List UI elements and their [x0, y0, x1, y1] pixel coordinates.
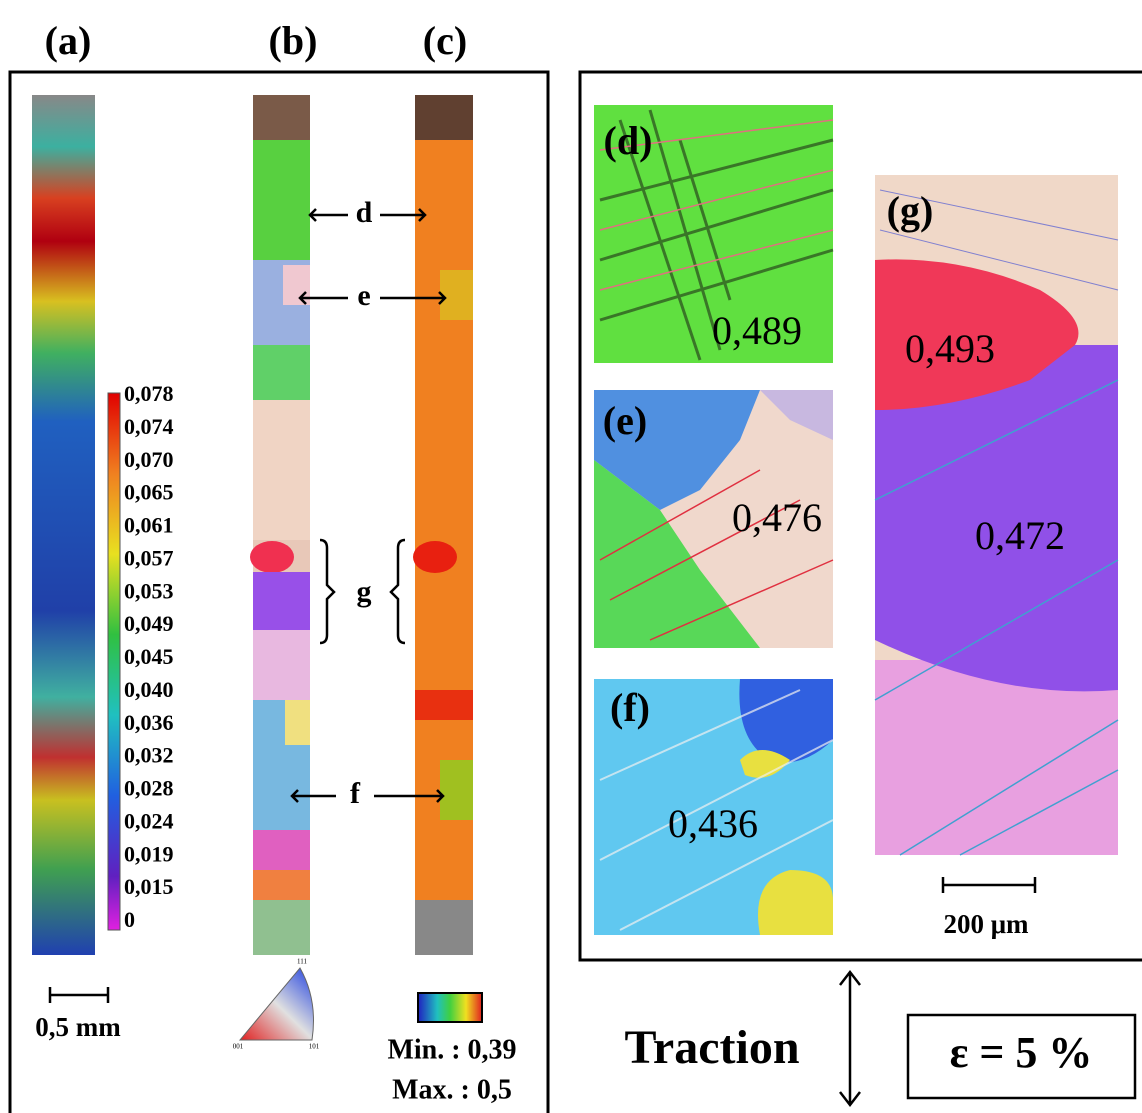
max-label: Max. : 0,5: [392, 1074, 512, 1105]
min-label: Min. : 0,39: [387, 1034, 516, 1065]
misorientation-map: [413, 95, 473, 955]
colorbar-tick-label: 0,032: [124, 743, 174, 768]
ipf-triangle: [238, 967, 314, 1041]
strain-label: ε = 5 %: [950, 1028, 1093, 1077]
inset-e: [594, 390, 834, 648]
inset-value: 0,436: [668, 801, 758, 846]
scale-label: 0,5 mm: [35, 1012, 121, 1042]
inset-label: (f): [610, 685, 650, 730]
loading-label: Traction: [624, 1021, 799, 1074]
colorbar-tick-label: 0,078: [124, 381, 174, 406]
colorbar-tick-label: 0,049: [124, 611, 174, 636]
colorbar-ticks: 0,078 0,074 0,070 0,065 0,061 0,057 0,053 0,049…: [124, 381, 174, 932]
colorbar: [107, 392, 121, 931]
ipf-map: [250, 95, 310, 955]
colorbar-tick-label: 0,065: [124, 480, 174, 505]
colorbar-tick-label: 0,074: [124, 414, 174, 439]
panel-label: (b): [269, 18, 318, 63]
panel-label: (a): [45, 18, 92, 63]
right-frame: [578, 70, 1142, 962]
inset-g: [874, 175, 1119, 856]
inset-value: 0,493: [905, 326, 995, 371]
scale-bar: [941, 877, 1037, 893]
misorientation-swatch: [417, 992, 483, 1023]
inset-label: (e): [603, 398, 647, 443]
marker-bracket: [319, 538, 406, 645]
inset-value: 0,472: [975, 513, 1065, 558]
inset-value: 0,489: [712, 308, 802, 353]
marker-arrow: [298, 291, 447, 305]
inset-label: (d): [604, 118, 653, 163]
colorbar-tick-label: 0,015: [124, 874, 174, 899]
marker-arrow: [290, 789, 445, 803]
scale-bar: [48, 987, 110, 1003]
load-arrow: [839, 969, 861, 1108]
inset-label: (g): [887, 188, 934, 233]
colorbar-tick-label: 0,019: [124, 841, 174, 866]
strain-map: [32, 95, 95, 955]
inset-f: [594, 679, 834, 935]
marker-arrow: [308, 208, 427, 222]
inset-d: [594, 105, 834, 363]
inset-value: 0,476: [732, 495, 822, 540]
panel-label: (c): [423, 18, 467, 63]
colorbar-tick-label: 0,057: [124, 545, 174, 570]
marker-label: f: [350, 777, 361, 810]
colorbar-tick-label: 0,045: [124, 644, 174, 669]
colorbar-tick-label: 0,070: [124, 447, 174, 472]
colorbar-tick-label: 0,053: [124, 578, 174, 603]
colorbar-tick-label: 0,040: [124, 677, 174, 702]
ipf-label: 101: [309, 1043, 320, 1051]
left-frame: [8, 70, 550, 1113]
scale-label: 200 μm: [943, 909, 1029, 939]
colorbar-tick-label: 0,024: [124, 808, 174, 833]
marker-label: g: [357, 575, 372, 608]
strain-box: [906, 1013, 1137, 1100]
colorbar-tick-label: 0,061: [124, 513, 174, 538]
ipf-label: 001: [233, 1043, 244, 1051]
marker-label: d: [356, 196, 373, 229]
colorbar-tick-label: 0,036: [124, 710, 174, 735]
colorbar-tick-label: 0,028: [124, 776, 174, 801]
marker-label: e: [357, 279, 370, 312]
colorbar-tick-label: 0: [124, 907, 135, 932]
ipf-label: 111: [297, 958, 307, 966]
